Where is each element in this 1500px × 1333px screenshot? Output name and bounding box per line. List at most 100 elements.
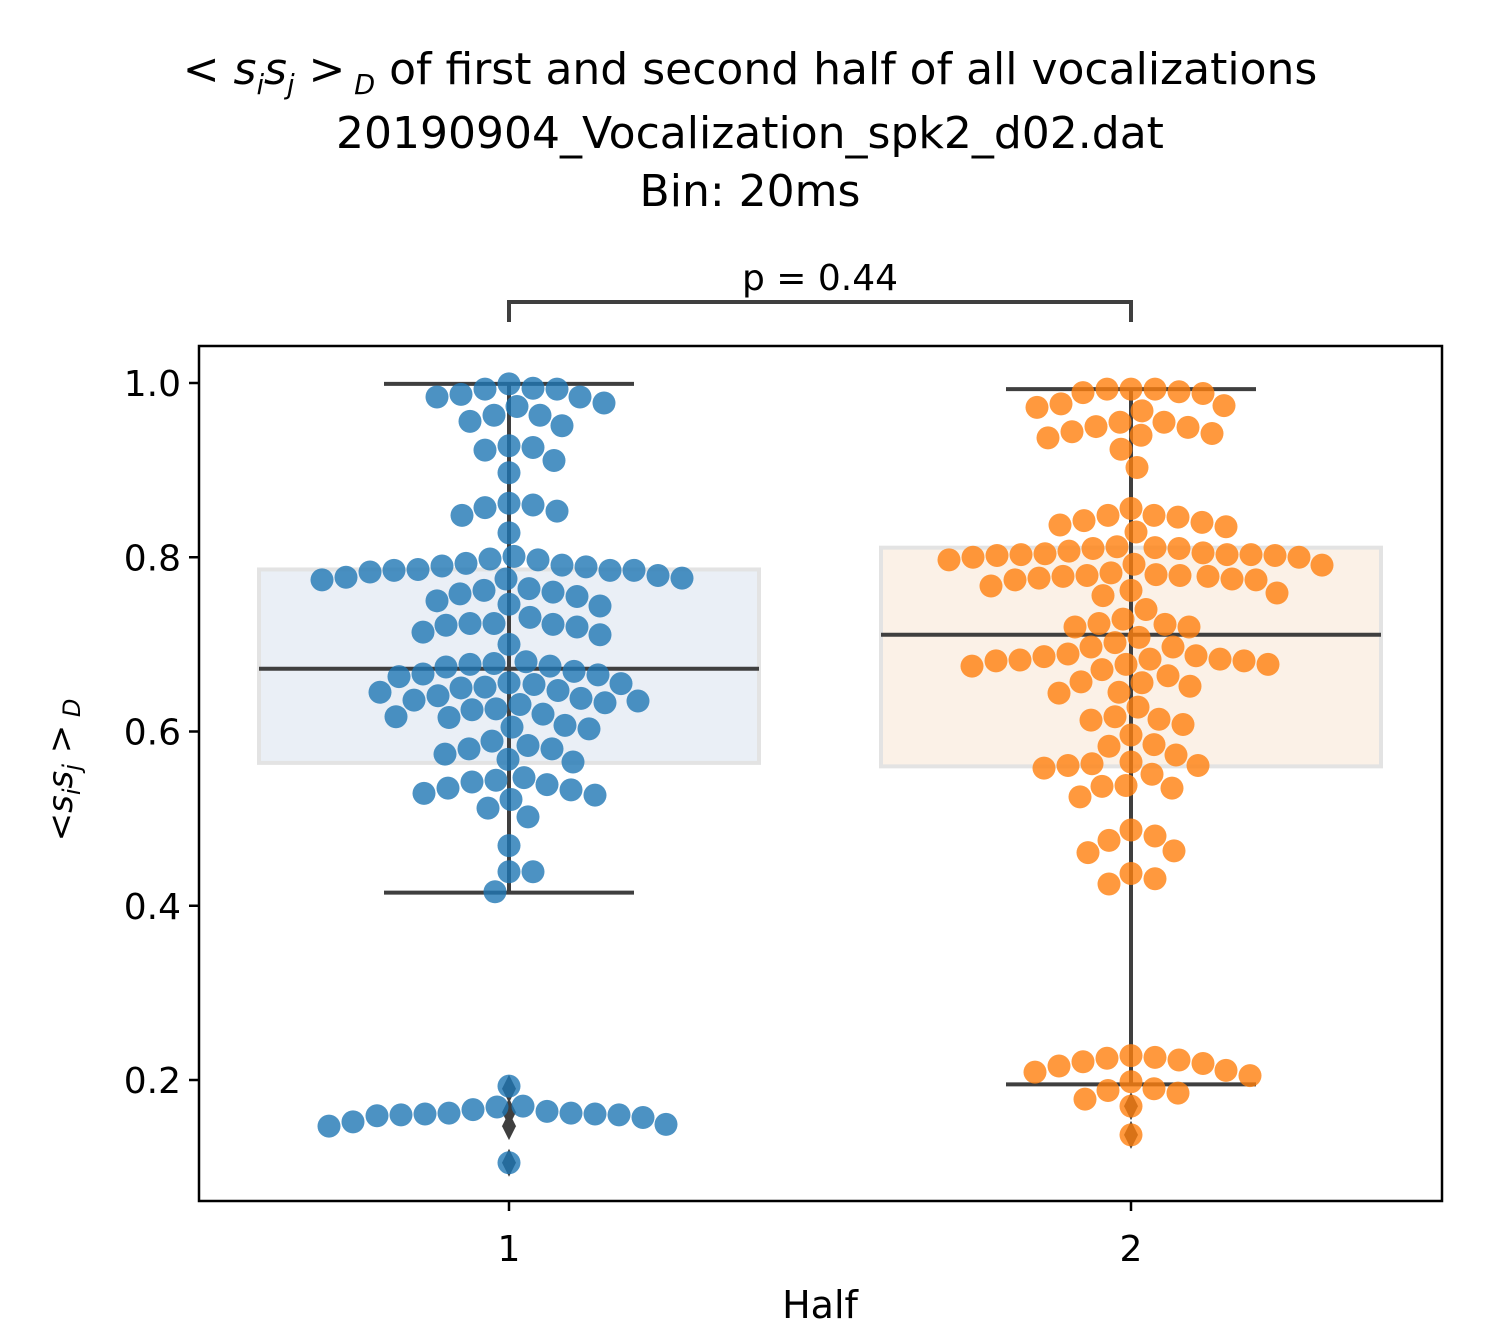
data-point-half-2 xyxy=(961,545,985,569)
data-point-half-2 xyxy=(1095,377,1119,401)
data-point-half-2 xyxy=(1143,867,1167,891)
data-point-half-1 xyxy=(494,567,518,591)
data-point-half-1 xyxy=(411,620,435,644)
data-point-half-1 xyxy=(473,377,497,401)
data-point-half-1 xyxy=(538,654,562,678)
data-point-half-2 xyxy=(1081,537,1105,561)
data-point-half-1 xyxy=(593,691,617,715)
data-point-half-1 xyxy=(545,377,569,401)
data-point-half-1 xyxy=(574,555,598,579)
data-point-half-1 xyxy=(496,747,520,771)
data-point-half-2 xyxy=(1142,733,1166,757)
data-point-half-2 xyxy=(1147,707,1171,731)
axis-layer: 0.2 0.4 0.6 0.8 1.0 1 2 xyxy=(124,364,1143,1270)
data-point-half-1 xyxy=(521,435,545,459)
data-point-half-2 xyxy=(1196,564,1220,588)
data-point-half-2 xyxy=(1143,824,1167,848)
data-point-half-1 xyxy=(412,781,436,805)
chart-title-line-1-text: of first and second half of all vocaliza… xyxy=(389,44,1318,95)
data-point-half-2 xyxy=(1060,420,1084,444)
data-point-half-1 xyxy=(334,565,358,589)
data-point-half-1 xyxy=(508,692,532,716)
data-point-half-2 xyxy=(1091,584,1115,608)
data-point-half-2 xyxy=(1167,1048,1191,1072)
data-point-half-1 xyxy=(480,729,504,753)
data-point-half-2 xyxy=(1075,564,1099,588)
data-point-half-2 xyxy=(1144,563,1168,587)
data-point-half-1 xyxy=(565,615,589,639)
data-point-half-2 xyxy=(979,574,1003,598)
data-point-half-2 xyxy=(1143,377,1167,401)
chart-title-line-2: 20190904_Vocalization_spk2_d02.dat xyxy=(336,108,1164,159)
data-point-half-1 xyxy=(317,1114,341,1138)
data-point-half-1 xyxy=(461,1098,485,1122)
data-point-half-2 xyxy=(1119,723,1143,747)
data-point-half-1 xyxy=(550,414,574,438)
plot-frame xyxy=(197,344,1444,1203)
data-point-half-1 xyxy=(497,632,521,656)
data-point-half-2 xyxy=(1119,750,1143,774)
data-point-half-1 xyxy=(598,558,622,582)
data-point-half-2 xyxy=(1051,564,1075,588)
data-point-half-1 xyxy=(413,1102,437,1126)
data-point-half-1 xyxy=(497,592,521,616)
data-point-half-1 xyxy=(516,733,540,757)
data-point-half-2 xyxy=(1103,705,1127,729)
data-point-half-2 xyxy=(1244,568,1268,592)
data-point-half-2 xyxy=(1090,774,1114,798)
data-point-half-1 xyxy=(631,1105,655,1129)
data-point-half-1 xyxy=(402,688,426,712)
data-point-half-2 xyxy=(1103,631,1127,655)
data-point-half-1 xyxy=(502,544,526,568)
data-point-half-1 xyxy=(607,1103,631,1127)
data-point-half-2 xyxy=(1129,423,1153,447)
data-point-half-2 xyxy=(1114,774,1138,798)
data-point-half-2 xyxy=(937,548,961,572)
data-point-half-1 xyxy=(433,742,457,766)
data-point-half-2 xyxy=(1107,680,1131,704)
data-point-half-1 xyxy=(411,662,435,686)
data-point-half-2 xyxy=(1097,734,1121,758)
data-point-half-1 xyxy=(368,680,392,704)
data-point-half-2 xyxy=(1057,539,1081,563)
data-point-half-2 xyxy=(1068,785,1092,809)
data-point-half-2 xyxy=(1119,818,1143,842)
y-tick-label: 1.0 xyxy=(124,364,181,405)
data-point-half-2 xyxy=(1140,762,1164,786)
data-point-half-2 xyxy=(1138,647,1162,671)
data-point-half-2 xyxy=(1191,1051,1215,1075)
data-point-half-1 xyxy=(517,577,541,601)
data-point-half-2 xyxy=(1162,839,1186,863)
data-point-half-1 xyxy=(521,493,545,517)
data-point-half-1 xyxy=(426,684,450,708)
svg-text:<sisj > D: <sisj > D xyxy=(41,699,86,842)
data-point-half-2 xyxy=(1220,567,1244,591)
points-layer xyxy=(310,372,1334,1175)
data-point-half-1 xyxy=(430,554,454,578)
data-point-half-1 xyxy=(425,385,449,409)
data-point-half-1 xyxy=(485,1095,509,1119)
data-point-half-2 xyxy=(1265,581,1289,605)
data-point-half-2 xyxy=(1214,515,1238,539)
data-point-half-2 xyxy=(1214,1058,1238,1082)
data-point-half-2 xyxy=(1177,615,1201,639)
data-point-half-2 xyxy=(1166,505,1190,529)
data-point-half-1 xyxy=(541,580,565,604)
data-point-half-1 xyxy=(521,376,545,400)
data-point-half-2 xyxy=(1108,410,1132,434)
data-point-half-2 xyxy=(1176,415,1200,439)
data-point-half-2 xyxy=(1130,671,1154,695)
data-point-half-2 xyxy=(1119,1044,1143,1068)
data-point-half-1 xyxy=(434,655,458,679)
data-point-half-1 xyxy=(458,409,482,433)
data-point-half-2 xyxy=(1056,642,1080,666)
x-tick-label: 2 xyxy=(1120,1229,1143,1270)
data-point-half-1 xyxy=(387,665,411,689)
data-point-half-2 xyxy=(1142,503,1166,527)
data-point-half-1 xyxy=(542,449,566,473)
y-tick-label: 0.4 xyxy=(124,887,181,928)
data-point-half-2 xyxy=(1036,426,1060,450)
data-point-half-2 xyxy=(1178,674,1202,698)
data-point-half-1 xyxy=(565,584,589,608)
